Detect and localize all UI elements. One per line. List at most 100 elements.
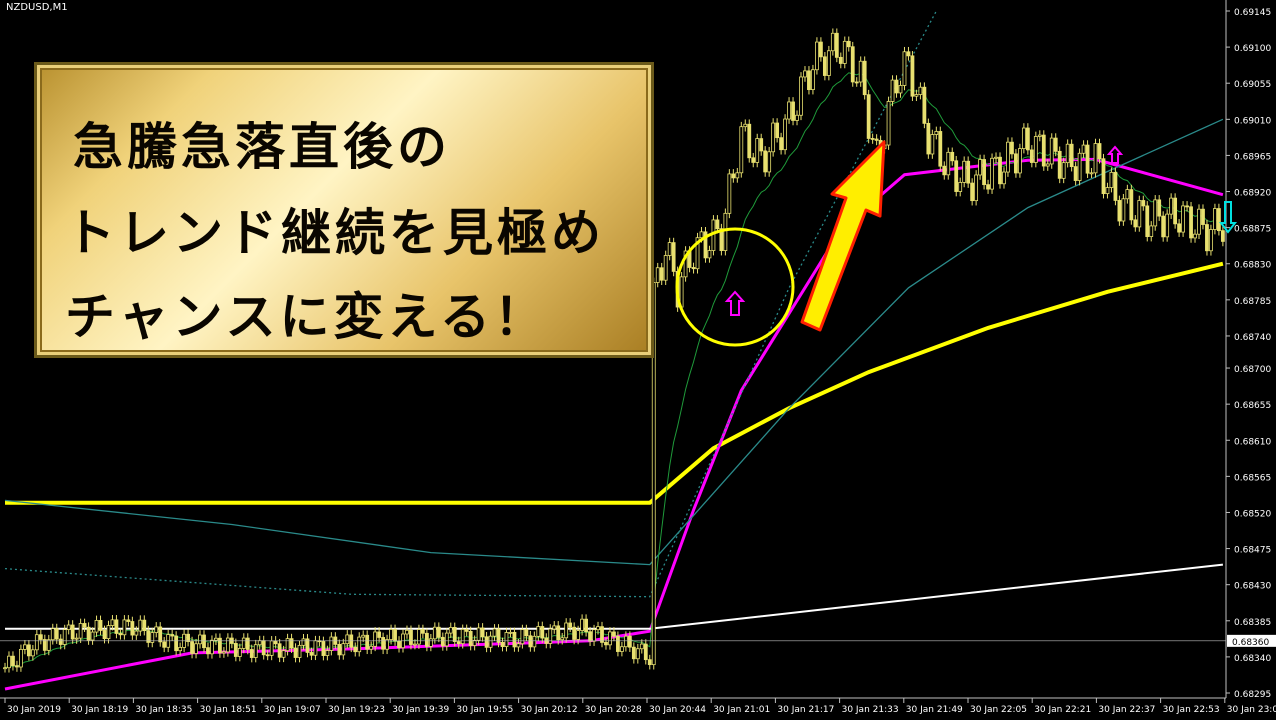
candle [158, 626, 163, 643]
candle [389, 629, 393, 640]
candle [464, 628, 469, 632]
candle [516, 643, 521, 648]
candle [62, 629, 67, 645]
candle [393, 629, 397, 642]
candle [1169, 197, 1174, 215]
candle [1101, 158, 1106, 195]
candle [1117, 200, 1122, 222]
candle [313, 640, 318, 656]
x-tick-label: 30 Jan 19:39 [392, 705, 449, 715]
candle [791, 101, 795, 121]
candle [532, 635, 537, 648]
banner-line-2: トレンド継続を見極め [65, 203, 605, 262]
candle [46, 639, 51, 651]
candle [1014, 153, 1018, 174]
candle [779, 137, 783, 151]
candle [942, 165, 947, 176]
candle [711, 219, 716, 251]
candle [874, 138, 879, 141]
candle [819, 41, 823, 58]
candle [556, 625, 561, 641]
candle [703, 231, 708, 259]
candle [755, 138, 760, 163]
candle [353, 646, 358, 653]
candle [627, 635, 632, 648]
candle [134, 630, 139, 636]
candle [214, 637, 218, 641]
candle [413, 643, 417, 646]
candle [759, 138, 764, 152]
candle [420, 629, 425, 634]
y-tick-label: 0.68700 [1234, 365, 1271, 375]
candle [202, 634, 206, 649]
candle [1041, 134, 1046, 167]
up-arrow-icon [724, 290, 746, 316]
candle [1045, 163, 1050, 167]
candle [866, 94, 871, 139]
candle [834, 32, 839, 58]
candle [70, 624, 75, 640]
candle [830, 32, 835, 52]
candle [787, 101, 791, 120]
candle [994, 156, 998, 159]
candle [146, 630, 151, 643]
y-tick-label: 0.68610 [1234, 437, 1271, 447]
ma-line-2 [5, 563, 1224, 630]
candle [659, 267, 664, 281]
candle [1021, 127, 1026, 149]
candle [699, 231, 704, 239]
candle [98, 619, 103, 631]
candle [1029, 149, 1034, 163]
candle [1025, 127, 1030, 151]
candle [1089, 172, 1094, 175]
candle [643, 643, 648, 661]
candle [381, 637, 386, 650]
x-tick-label: 30 Jan 19:55 [456, 705, 513, 715]
candle [249, 649, 254, 658]
candle [767, 151, 772, 173]
candle [1141, 200, 1146, 207]
promo-banner: 急騰急落直後の トレンド継続を見極め チャンスに変える！ [34, 62, 654, 358]
y-tick-label: 0.69055 [1234, 80, 1271, 90]
candle [218, 637, 222, 654]
candle [74, 637, 79, 640]
candle [210, 639, 214, 655]
x-tick-label: 30 Jan 22:05 [970, 705, 1027, 715]
candle [170, 634, 175, 637]
candle [620, 646, 624, 652]
candle [890, 79, 895, 102]
candle [78, 623, 83, 639]
x-tick-label: 30 Jan 20:12 [521, 705, 578, 715]
candle [739, 126, 744, 174]
candle [480, 627, 485, 638]
candle [245, 637, 250, 650]
ma-line-4 [4, 10, 937, 598]
candle [1057, 150, 1062, 179]
candle [66, 624, 71, 630]
candle [472, 639, 477, 646]
candle [436, 626, 441, 638]
candle [854, 81, 859, 84]
candle [799, 76, 803, 116]
candle [468, 631, 473, 646]
y-tick-label: 0.68475 [1234, 546, 1271, 556]
candle [898, 85, 903, 94]
candle [1181, 205, 1185, 233]
candle [631, 646, 636, 660]
y-tick-label: 0.68920 [1234, 189, 1271, 199]
candle [1109, 171, 1114, 188]
candle [297, 644, 302, 658]
candle [1220, 230, 1225, 242]
candle [377, 631, 382, 638]
candle [938, 131, 943, 167]
y-tick-label: 0.68295 [1234, 690, 1271, 700]
candle [1033, 136, 1038, 163]
candle [50, 628, 55, 641]
candle [763, 150, 768, 173]
candle [647, 659, 652, 666]
candle [727, 173, 732, 214]
candle [3, 667, 7, 670]
candle [655, 267, 660, 283]
candle [528, 635, 533, 648]
